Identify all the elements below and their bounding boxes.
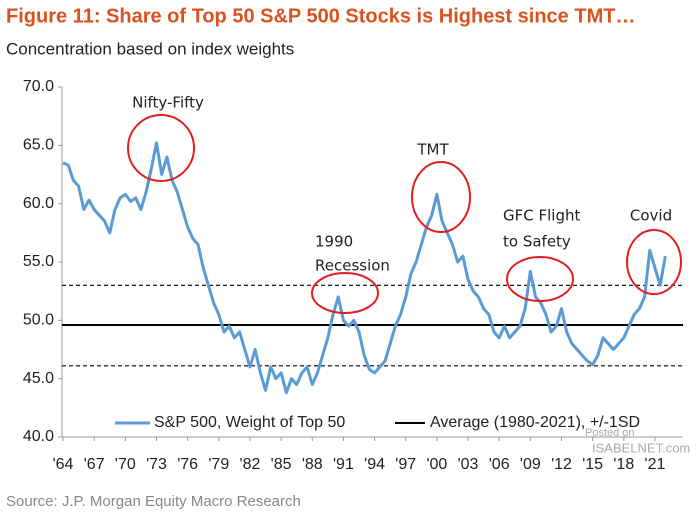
y-tick-label: 45.0 <box>23 370 54 387</box>
chart-subtitle: Concentration based on index weights <box>6 39 294 58</box>
x-tick-label: '00 <box>426 456 447 473</box>
annotation-circle <box>127 114 195 182</box>
x-tick-label: '21 <box>645 456 666 473</box>
y-tick-label: 40.0 <box>23 428 54 445</box>
watermark: ISABELNET.com <box>592 440 690 455</box>
x-tick-label: '76 <box>177 456 198 473</box>
annotation-circle <box>506 256 574 302</box>
x-tick-label: '97 <box>395 456 416 473</box>
annotation-text: Recession <box>315 257 390 275</box>
annotation-circle <box>411 161 471 233</box>
watermark: Posted on <box>585 427 635 439</box>
annotation-circle <box>311 272 379 314</box>
annotation-text: Covid <box>630 207 672 225</box>
x-tick-label: '82 <box>240 456 261 473</box>
x-tick-label: '12 <box>551 456 572 473</box>
x-tick-label: '06 <box>489 456 510 473</box>
x-tick-label: '18 <box>613 456 634 473</box>
y-tick-label: 70.0 <box>23 78 54 95</box>
x-tick-label: '03 <box>458 456 479 473</box>
y-tick-label: 55.0 <box>23 253 54 270</box>
annotation-circle <box>626 229 682 295</box>
x-tick-label: '15 <box>582 456 603 473</box>
x-tick-label: '70 <box>115 456 136 473</box>
x-tick-label: '64 <box>53 456 74 473</box>
y-tick-label: 65.0 <box>23 137 54 154</box>
x-tick-label: '67 <box>84 456 105 473</box>
x-tick-label: '85 <box>271 456 292 473</box>
annotation-text: Nifty-Fifty <box>132 94 204 112</box>
y-tick-label: 60.0 <box>23 195 54 212</box>
x-tick-label: '88 <box>302 456 323 473</box>
x-tick-label: '79 <box>208 456 229 473</box>
annotation-text: TMT <box>416 141 449 159</box>
x-tick-label: '09 <box>520 456 541 473</box>
series-line <box>62 141 667 395</box>
annotation-text: 1990 <box>315 233 353 251</box>
annotation-text: to Safety <box>503 233 571 251</box>
x-tick-label: '94 <box>364 456 385 473</box>
legend-label: S&P 500, Weight of Top 50 <box>154 414 345 431</box>
source: Source: J.P. Morgan Equity Macro Researc… <box>6 493 301 510</box>
legend-label: Average (1980-2021), +/-1SD <box>430 414 640 431</box>
y-tick-label: 50.0 <box>23 312 54 329</box>
x-tick-label: '73 <box>146 456 167 473</box>
chart-title: Figure 11: Share of Top 50 S&P 500 Stock… <box>6 5 635 27</box>
x-tick-label: '91 <box>333 456 354 473</box>
annotation-text: GFC Flight <box>503 207 580 225</box>
